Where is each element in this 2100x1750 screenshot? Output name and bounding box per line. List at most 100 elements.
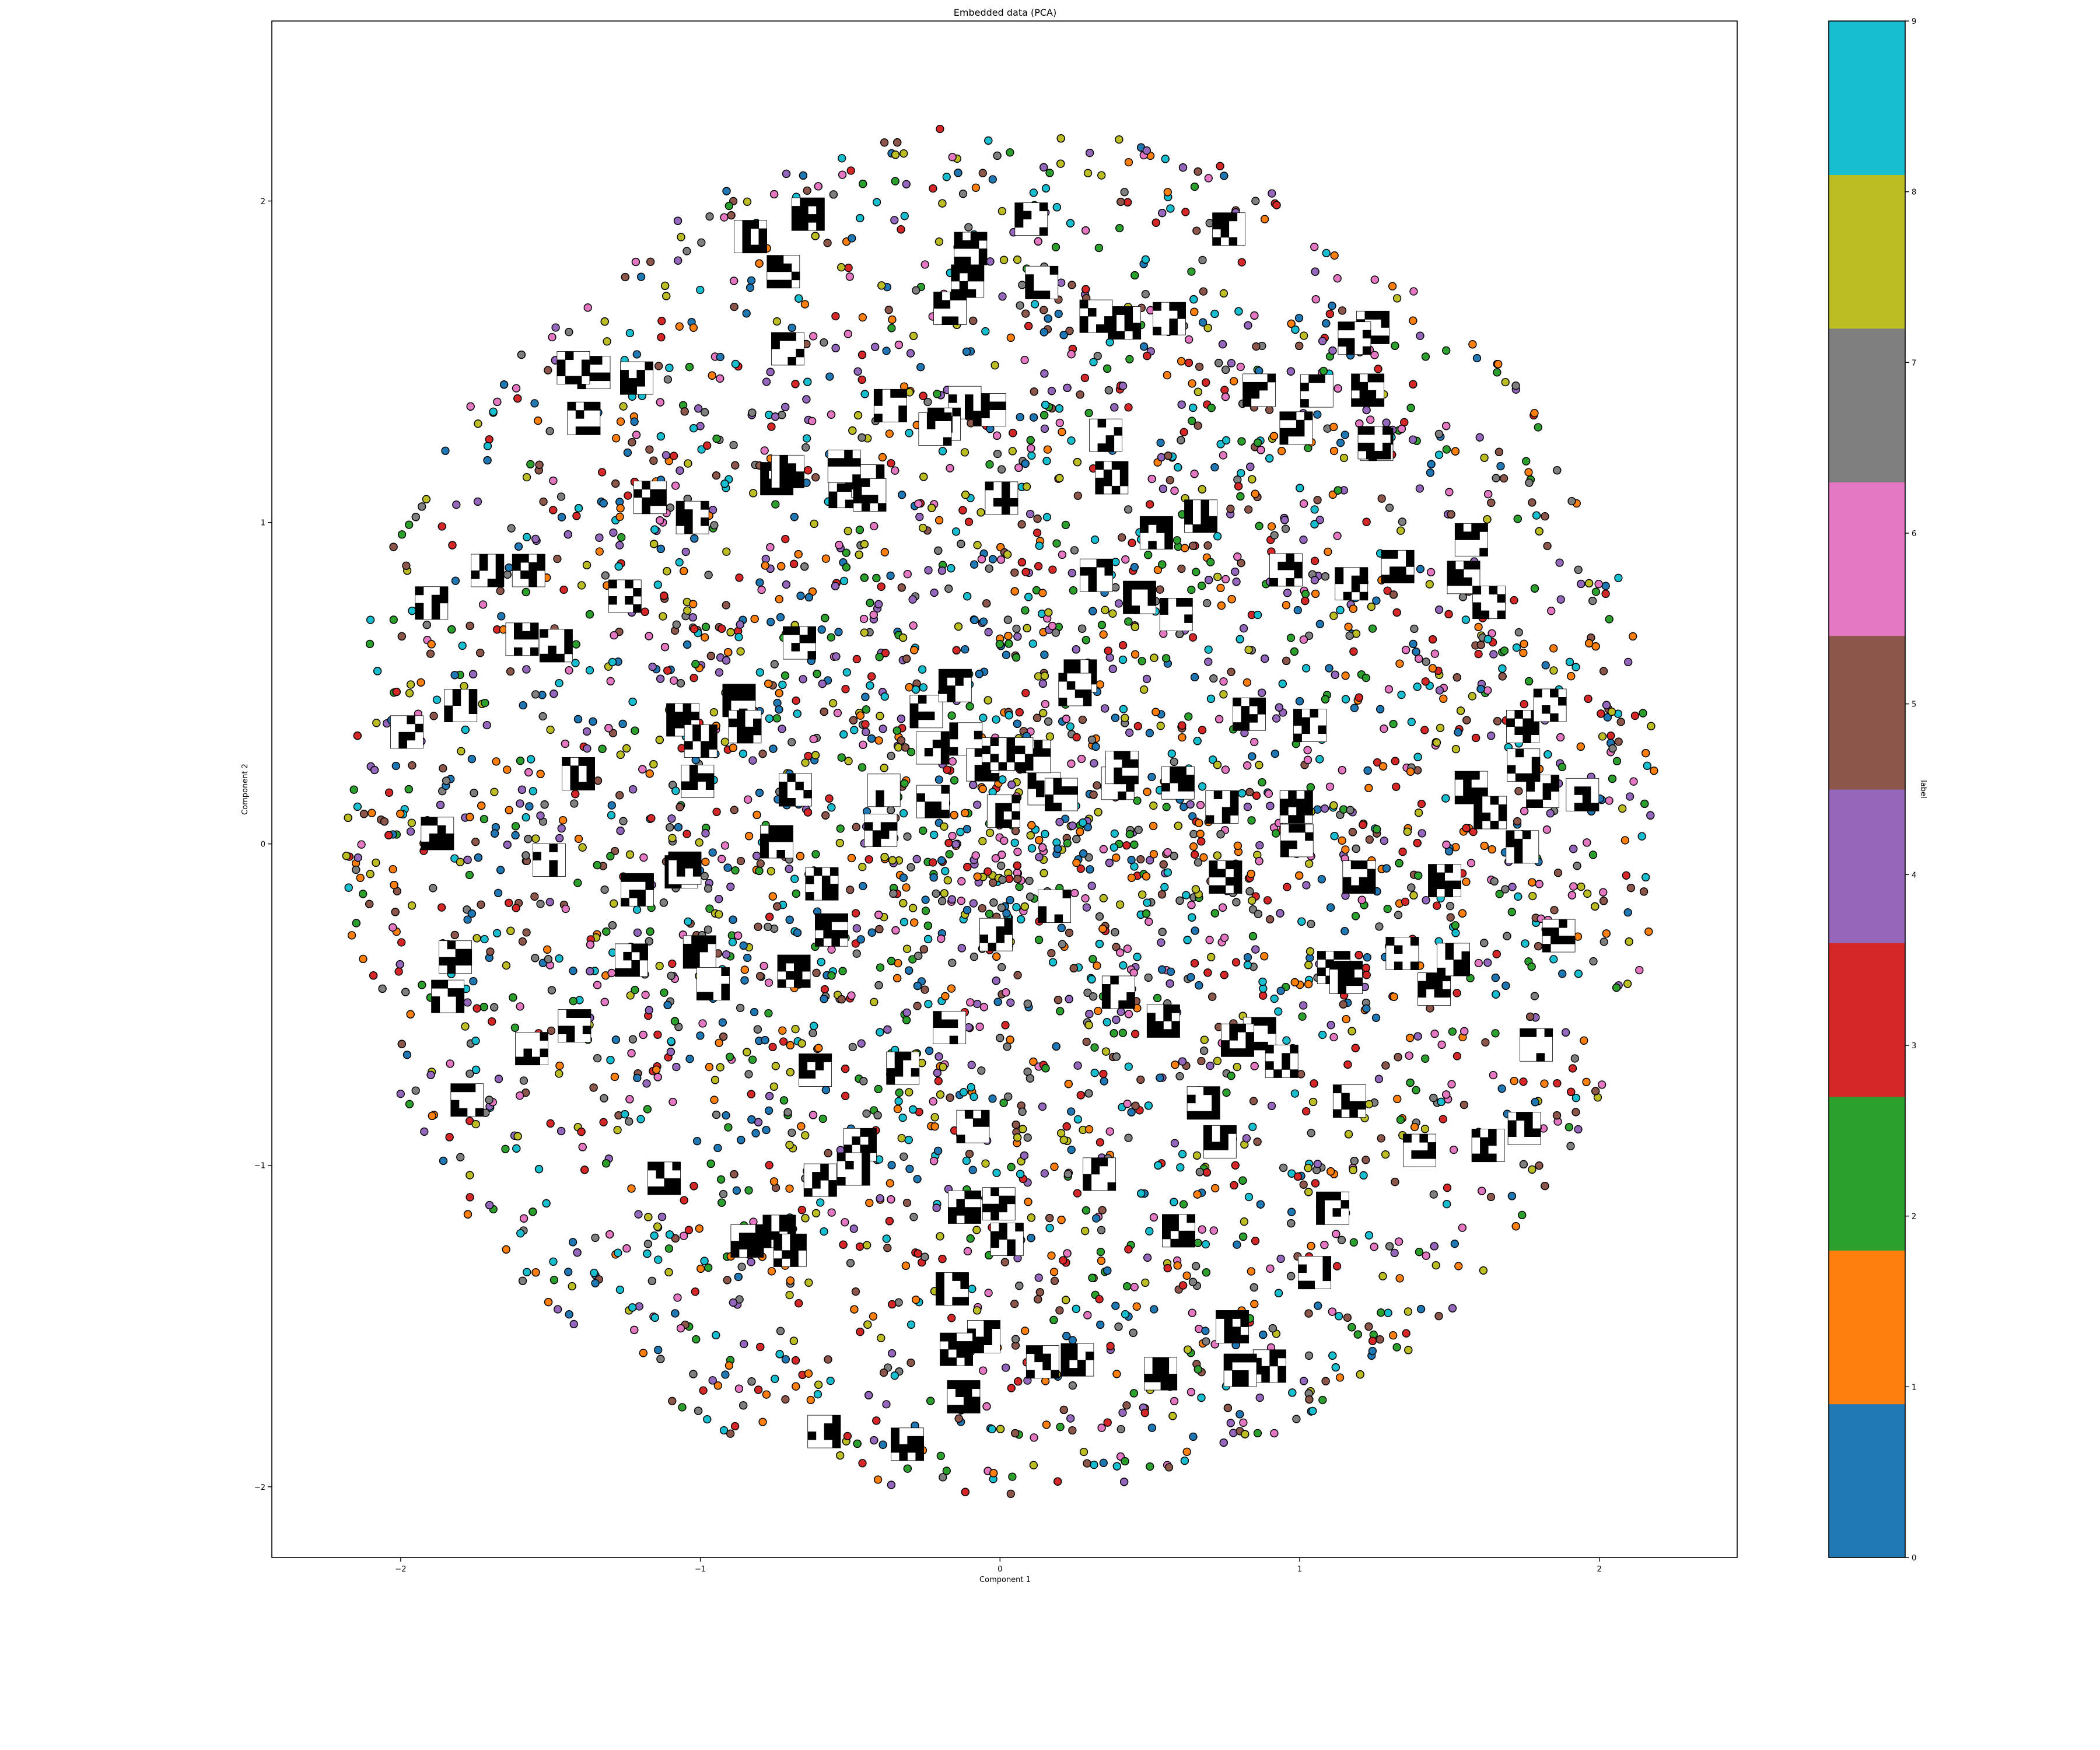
scatter-point xyxy=(1274,1289,1283,1297)
scatter-point xyxy=(1144,551,1153,559)
scatter-point xyxy=(1566,1142,1575,1150)
scatter-point xyxy=(1096,1247,1105,1256)
scatter-point xyxy=(929,1157,939,1166)
scatter-point xyxy=(954,169,963,177)
scatter-point xyxy=(668,1097,677,1107)
scatter-point xyxy=(1186,973,1195,982)
scatter-point xyxy=(1434,1312,1443,1321)
scatter-point xyxy=(865,1198,874,1208)
scatter-point xyxy=(1236,1410,1244,1419)
scatter-point xyxy=(897,1134,906,1143)
scatter-point xyxy=(937,566,947,575)
scatter-point xyxy=(814,1380,823,1389)
scatter-point xyxy=(1130,271,1139,280)
scatter-point xyxy=(1197,1056,1206,1066)
scatter-point xyxy=(1164,1463,1174,1472)
scatter-point xyxy=(712,434,721,443)
scatter-point xyxy=(766,542,775,552)
scatter-point xyxy=(1334,384,1342,393)
scatter-point xyxy=(1180,428,1188,436)
scatter-point xyxy=(1034,1295,1042,1304)
scatter-point xyxy=(659,898,668,907)
scatter-point xyxy=(1567,1087,1576,1096)
scatter-point xyxy=(849,1224,858,1233)
scatter-point xyxy=(1255,761,1264,769)
scatter-point xyxy=(716,352,724,362)
scatter-point xyxy=(1591,1087,1600,1096)
scatter-point xyxy=(589,717,597,726)
scatter-point xyxy=(1156,1073,1164,1082)
scatter-point xyxy=(900,149,908,158)
scatter-point xyxy=(720,737,729,746)
scatter-point xyxy=(1063,839,1072,848)
scatter-point xyxy=(365,900,374,908)
scatter-point xyxy=(1012,1120,1020,1129)
scatter-point xyxy=(961,491,970,499)
scatter-point xyxy=(569,1320,578,1329)
scatter-point xyxy=(887,459,895,468)
scatter-point xyxy=(397,938,406,947)
scatter-point xyxy=(457,747,466,755)
scatter-point xyxy=(811,850,820,859)
scatter-point xyxy=(1299,499,1308,508)
scatter-point xyxy=(574,834,583,844)
scatter-point xyxy=(1374,1074,1384,1083)
scatter-point xyxy=(1234,482,1243,491)
scatter-point xyxy=(858,863,867,872)
scatter-point xyxy=(1354,693,1363,702)
scatter-point xyxy=(718,1018,727,1027)
scatter-point xyxy=(489,407,498,416)
scatter-point xyxy=(900,212,909,220)
scatter-point xyxy=(660,988,668,997)
scatter-point xyxy=(1190,307,1199,316)
scatter-point xyxy=(1351,912,1360,921)
scatter-point xyxy=(1391,341,1399,350)
scatter-point xyxy=(1256,446,1265,454)
scatter-point xyxy=(1203,968,1212,977)
scatter-point xyxy=(786,1041,794,1050)
scatter-point xyxy=(914,1249,922,1258)
scatter-point xyxy=(1409,287,1418,296)
scatter-point xyxy=(405,1100,414,1108)
scatter-point xyxy=(1244,1192,1254,1202)
scatter-point xyxy=(1280,516,1289,524)
scatter-point xyxy=(1209,1226,1218,1235)
scatter-point xyxy=(853,411,863,420)
scatter-point xyxy=(897,736,906,745)
scatter-point xyxy=(1244,321,1252,330)
scatter-point xyxy=(1357,895,1366,904)
scatter-point xyxy=(1476,684,1485,694)
scatter-point xyxy=(1175,896,1184,905)
scatter-point xyxy=(1599,897,1608,905)
scatter-point xyxy=(607,801,616,810)
scatter-point xyxy=(1254,909,1263,918)
scatter-point xyxy=(1068,281,1076,289)
scatter-point xyxy=(1298,1012,1307,1021)
scatter-point xyxy=(1514,892,1522,901)
scatter-point xyxy=(1376,705,1385,713)
scatter-point xyxy=(1205,936,1214,944)
scatter-point xyxy=(788,1128,796,1137)
scatter-point xyxy=(670,452,678,460)
scatter-point xyxy=(961,1488,970,1496)
scatter-point xyxy=(650,1231,659,1240)
scatter-point xyxy=(1564,1123,1573,1132)
scatter-point xyxy=(1582,1077,1591,1086)
scatter-point xyxy=(1266,1264,1275,1273)
scatter-point xyxy=(1605,615,1614,624)
scatter-point xyxy=(851,1287,860,1296)
scatter-point xyxy=(1362,971,1371,979)
scatter-point xyxy=(1318,337,1327,345)
scatter-point xyxy=(1558,762,1567,772)
scatter-point xyxy=(1157,938,1166,947)
scatter-point xyxy=(848,234,856,243)
scatter-point xyxy=(1121,555,1130,564)
scatter-point xyxy=(947,895,957,904)
scatter-point xyxy=(1398,517,1407,526)
scatter-point xyxy=(1255,857,1264,866)
scatter-point xyxy=(724,1123,733,1132)
scatter-point xyxy=(1089,790,1098,799)
scatter-point xyxy=(878,1440,887,1449)
scatter-point xyxy=(1567,496,1576,506)
scatter-point xyxy=(979,1003,989,1012)
